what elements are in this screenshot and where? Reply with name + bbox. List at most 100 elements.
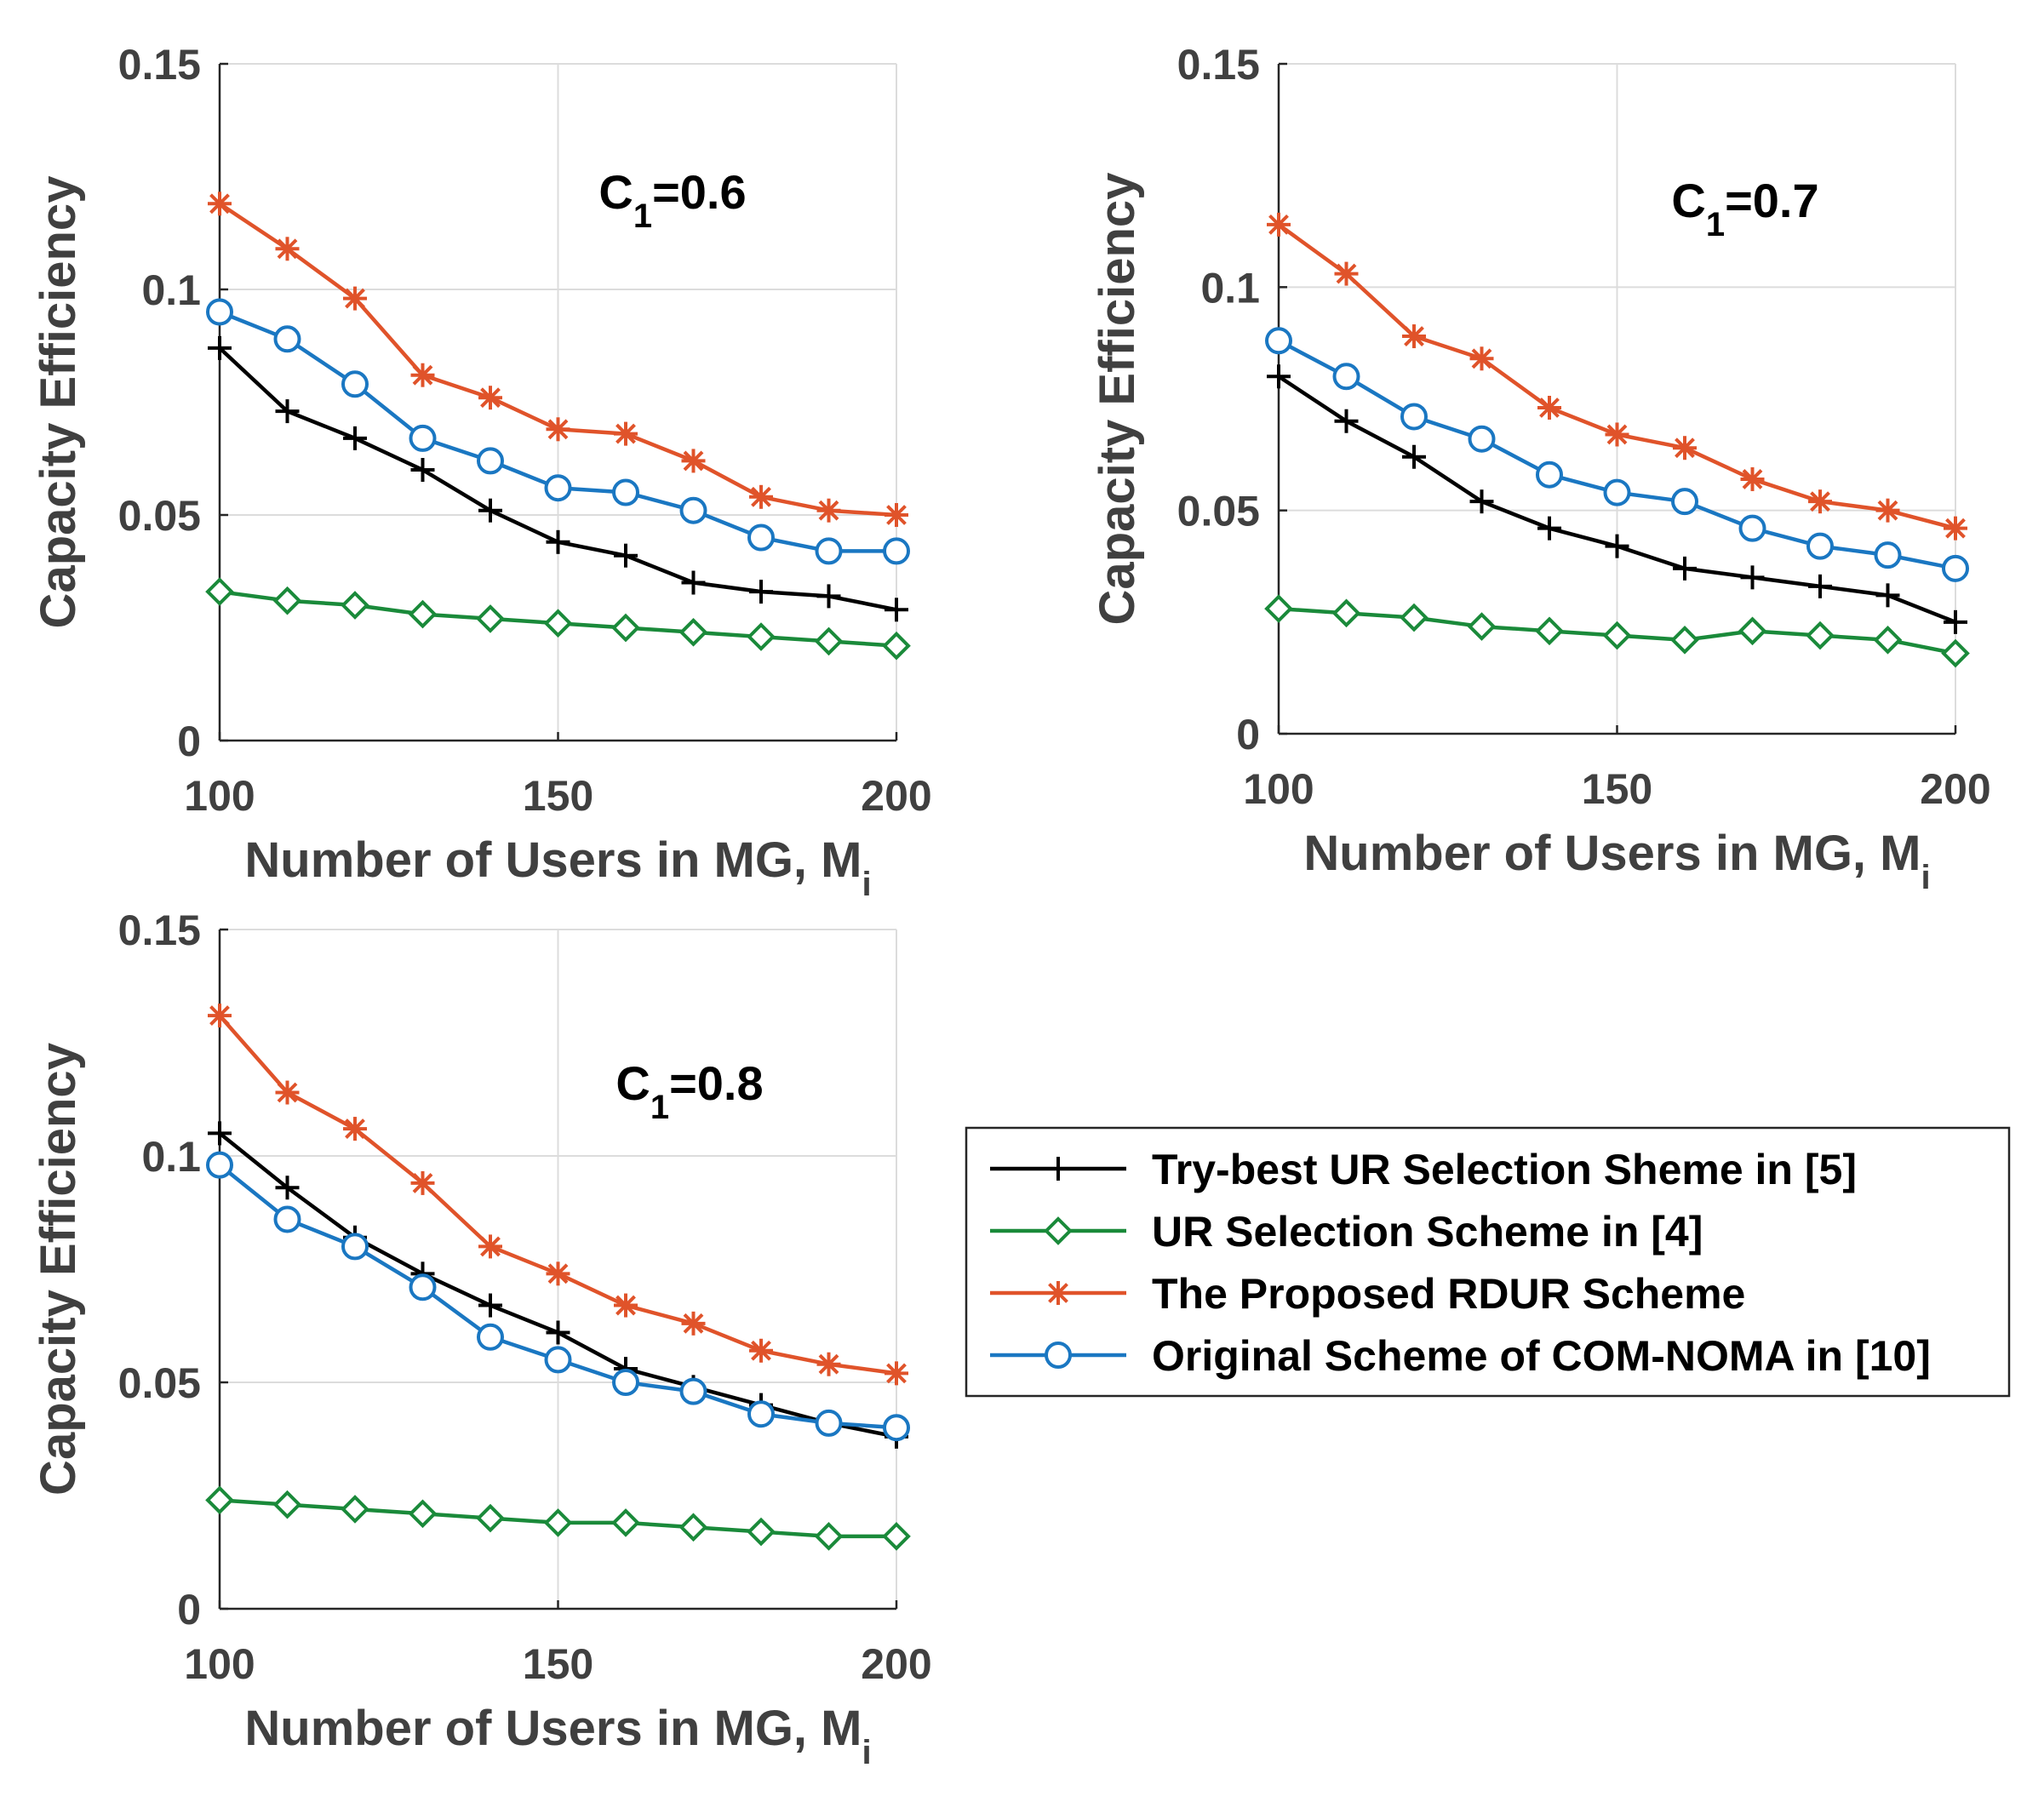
- y-axis-label: Capacity Efficiency: [31, 1043, 86, 1496]
- marker-circle-3: [409, 424, 437, 452]
- marker-circle-10: [883, 1414, 910, 1442]
- marker-plus-3: [1469, 489, 1494, 514]
- marker-star-7: [681, 449, 706, 473]
- legend-label: UR Selection Scheme in [4]: [1152, 1208, 1703, 1256]
- marker-star-10-d: [886, 1363, 907, 1384]
- marker-plus-8: [749, 580, 773, 604]
- marker-plus-legend-0: [1046, 1157, 1070, 1181]
- marker-star-1-d: [277, 238, 298, 260]
- marker-circle-8: [1806, 532, 1834, 560]
- annotation-label: C1=0.6: [598, 165, 746, 235]
- marker-star-1: [275, 237, 300, 261]
- marker-plus-0: [208, 335, 232, 360]
- marker-star-8: [1808, 489, 1832, 514]
- marker-diamond-5: [543, 609, 573, 638]
- marker-star-7: [681, 1311, 706, 1336]
- annotation-base: C: [598, 165, 633, 219]
- marker-star-2-d: [345, 288, 365, 309]
- y-tick-label: 0: [1236, 711, 1260, 758]
- marker-circle-4: [477, 447, 504, 475]
- y-tick-label: 0.1: [1200, 264, 1260, 312]
- marker-diamond-9: [814, 1522, 844, 1551]
- legend: Try-best UR Selection Sheme in [5] UR Sel…: [965, 1126, 2011, 1398]
- marker-star-8-d: [751, 486, 771, 507]
- marker-star-2: [1402, 324, 1426, 349]
- marker-star-9-d: [818, 1353, 839, 1375]
- legend-label: Original Scheme of COM-NOMA in [10]: [1152, 1332, 1931, 1380]
- marker-plus-1: [275, 1176, 300, 1200]
- marker-circle-2: [341, 1233, 369, 1261]
- annotation-sub: 1: [1706, 206, 1725, 243]
- marker-plus-0: [208, 1121, 232, 1146]
- legend-item: Try-best UR Selection Sheme in [5]: [990, 1146, 1857, 1193]
- marker-star-8-d: [751, 1340, 771, 1361]
- x-axis-label-main: Number of Users in MG, M: [244, 1701, 862, 1756]
- series-star: [1267, 212, 1967, 541]
- marker-diamond-8: [1806, 621, 1835, 650]
- marker-circle-6: [612, 1369, 639, 1396]
- marker-star-10-d: [1945, 518, 1966, 539]
- y-tick-label: 0: [177, 718, 201, 765]
- marker-circle-9: [815, 1409, 843, 1437]
- x-axis-label-sub: i: [1921, 859, 1930, 896]
- marker-star-9: [1875, 498, 1900, 523]
- marker-plus-10: [885, 598, 908, 622]
- legend-item: UR Selection Scheme in [4]: [990, 1208, 1703, 1256]
- marker-star-3: [410, 1170, 435, 1195]
- marker-circle-1: [273, 325, 301, 353]
- marker-star-7-d: [683, 1313, 704, 1334]
- marker-star-3-d: [412, 364, 433, 386]
- marker-star-10: [885, 503, 908, 527]
- marker-diamond-7: [1738, 616, 1767, 646]
- x-tick-label: 100: [1243, 765, 1314, 813]
- annotation-sub: 1: [633, 197, 652, 235]
- marker-diamond-7: [678, 1513, 708, 1542]
- x-tick-label: 100: [184, 1640, 255, 1688]
- marker-star-6-d: [1675, 438, 1695, 459]
- y-tick-label: 0.05: [118, 492, 201, 540]
- marker-star-4: [1537, 395, 1561, 420]
- marker-star-0-d: [209, 1005, 230, 1026]
- marker-plus-4: [478, 1293, 502, 1318]
- y-tick-label: 0.1: [141, 1133, 201, 1181]
- marker-circle-10: [1942, 554, 1969, 582]
- marker-diamond-9: [1873, 625, 1903, 655]
- chart-panel-3: 100 150 200 0 0.05 0.1 0.15 Number of Users in …: [31, 907, 932, 1771]
- marker-star-4-d: [480, 1236, 501, 1257]
- annotation-rest: =0.6: [652, 165, 747, 219]
- marker-star-0: [1267, 212, 1291, 237]
- marker-plus-4: [478, 498, 502, 523]
- marker-circle-9: [1874, 541, 1902, 569]
- marker-star-8: [749, 1338, 773, 1363]
- marker-star-1-d: [277, 1082, 298, 1103]
- marker-circle-7: [1738, 514, 1766, 542]
- marker-circle-10: [883, 537, 910, 565]
- y-tick-label: 0.05: [118, 1359, 201, 1407]
- marker-star-4-d: [480, 387, 501, 409]
- y-tick-label: 0: [177, 1586, 201, 1633]
- marker-plus-9: [816, 584, 841, 609]
- annotation-label: C1=0.7: [1671, 174, 1818, 243]
- marker-star-1: [1334, 261, 1359, 286]
- marker-circle-2: [1400, 403, 1428, 431]
- marker-star-3-d: [1471, 348, 1492, 369]
- y-tick-label: 0.05: [1177, 488, 1260, 535]
- marker-diamond-1: [272, 586, 302, 615]
- marker-star-2: [343, 1117, 367, 1141]
- marker-star-4: [478, 1234, 502, 1259]
- marker-diamond-0: [205, 577, 234, 606]
- marker-circle-1: [273, 1205, 301, 1233]
- marker-circle-4: [1536, 461, 1563, 489]
- chart-panel-2: 100 150 200 0 0.05 0.1 0.15 Number of Users in …: [1090, 41, 1991, 896]
- y-tick-label: 0.15: [1177, 41, 1260, 89]
- x-axis-label-main: Number of Users in MG, M: [1303, 826, 1921, 881]
- marker-diamond-5: [1602, 621, 1632, 650]
- marker-plus-3: [410, 458, 435, 482]
- marker-star-10: [885, 1361, 908, 1386]
- marker-circle-5: [544, 474, 572, 502]
- marker-star-7-d: [1742, 469, 1763, 489]
- marker-star-9-d: [818, 500, 839, 521]
- marker-plus-5: [546, 529, 570, 554]
- marker-plus-7: [1740, 565, 1765, 590]
- series-plus: [1267, 364, 1967, 634]
